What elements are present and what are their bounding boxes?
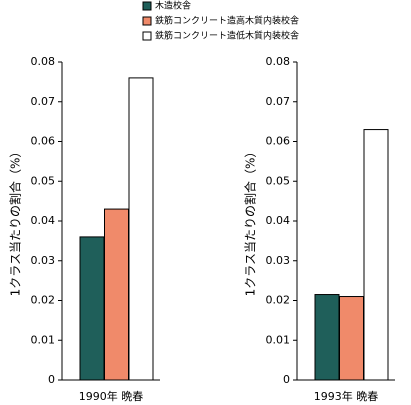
y-tick-label: 0.07 [31, 95, 56, 108]
y-tick-label: 0.04 [31, 214, 56, 227]
y-tick-label: 0.01 [31, 333, 56, 346]
bar [128, 77, 154, 381]
legend-label: 木造校舎 [155, 0, 191, 12]
legend-swatch [142, 16, 152, 26]
y-tick-label: 0.01 [266, 333, 291, 346]
y-tick-label: 0.08 [31, 55, 56, 68]
y-axis-label: 1クラス当たりの割合（%） [243, 146, 258, 297]
y-tick-label: 0.02 [266, 294, 291, 307]
bar [339, 296, 364, 381]
y-tick-label: 0.05 [266, 174, 291, 187]
y-tick-label: 0 [283, 373, 290, 386]
legend-label: 鉄筋コンクリート造高木質内装校舎 [155, 15, 299, 27]
bar [363, 129, 389, 381]
y-tick-label: 0.05 [31, 174, 56, 187]
bar [79, 236, 105, 381]
y-tick-label: 0.06 [31, 135, 56, 148]
y-tick-label: 0.04 [266, 214, 291, 227]
x-axis-label: 1993年 晩春 [314, 389, 379, 403]
y-axis-label: 1クラス当たりの割合（%） [8, 146, 23, 297]
legend-swatch [142, 31, 152, 41]
y-tick-label: 0.08 [266, 55, 291, 68]
bar [314, 294, 340, 381]
y-tick-label: 0.03 [266, 254, 291, 267]
y-tick-label: 0.03 [31, 254, 56, 267]
y-tick-label: 0.06 [266, 135, 291, 148]
legend-label: 鉄筋コンクリート造低木質内装校舎 [155, 30, 299, 42]
legend-swatch [142, 1, 152, 11]
y-tick-label: 0.02 [31, 294, 56, 307]
y-tick-label: 0.07 [266, 95, 291, 108]
bar [104, 208, 129, 381]
x-axis-label: 1990年 晩春 [79, 389, 144, 403]
y-tick-label: 0 [48, 373, 55, 386]
